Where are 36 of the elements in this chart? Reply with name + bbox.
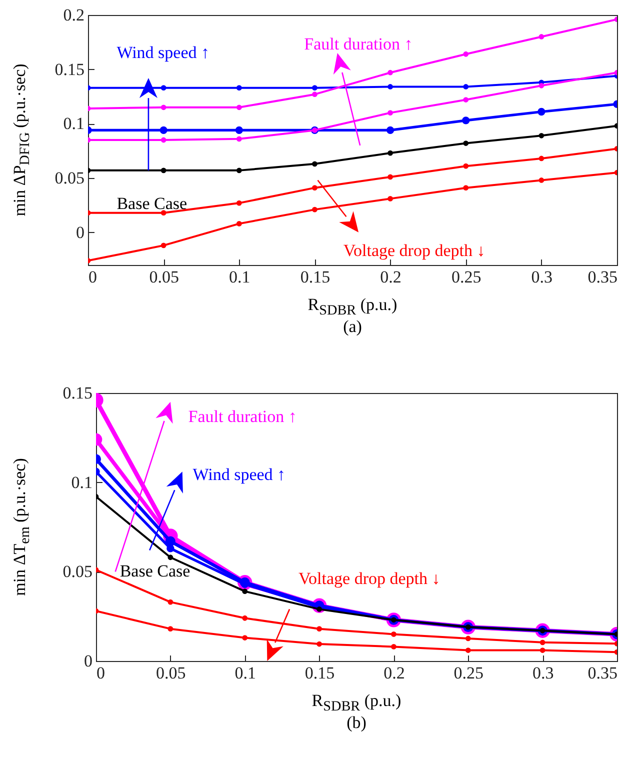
annotation: Voltage drop depth ↓ [298, 568, 440, 588]
x-tick-label: 0.15 [304, 664, 335, 682]
annotation: Base Case [116, 194, 188, 214]
x-tick-label: 0.05 [149, 268, 179, 286]
x-tick-label: 0.15 [300, 268, 330, 286]
x-tick-label: 0.3 [531, 268, 553, 286]
x-tick-label: 0.2 [384, 664, 405, 682]
y-tick-label: 0.15 [62, 384, 92, 402]
y-tick-label: 0.15 [54, 60, 84, 79]
y-tick-label: 0.1 [71, 472, 92, 492]
text: (b) [346, 713, 366, 733]
annotation: Base Case [120, 562, 190, 581]
x-tick-label: 0.1 [229, 268, 250, 286]
y-tick-label: 0 [76, 222, 84, 242]
y-tick-label: 0 [84, 652, 92, 670]
x-tick-label: 0 [96, 664, 105, 682]
y-tick-label: 0.1 [63, 114, 84, 134]
y-tick-label: 0.2 [63, 6, 84, 24]
annotation: Wind speed ↑ [192, 465, 286, 484]
y-tick-label: 0.05 [54, 168, 84, 188]
annotation: Fault duration ↑ [304, 34, 413, 54]
annotation: Fault duration ↑ [188, 407, 297, 426]
annotation: Voltage drop depth ↓ [343, 240, 486, 260]
x-tick-label: 0.2 [380, 268, 402, 286]
x-tick-label: 0.35 [588, 664, 618, 682]
text: (a) [343, 317, 362, 337]
x-tick-label: 0.3 [532, 664, 554, 682]
x-tick-label: 0.25 [454, 664, 484, 682]
x-tick-label: 0.35 [588, 268, 618, 286]
x-tick-label: 0.25 [451, 268, 482, 286]
x-tick-label: 0.05 [156, 664, 186, 682]
x-tick-label: 0.1 [234, 664, 256, 682]
x-axis-title: R$_{SDBR}$ (p.u.) [308, 295, 398, 318]
annotation: Wind speed ↑ [116, 43, 210, 62]
x-axis-title: R$_{SDBR}$ (p.u.) [312, 691, 402, 714]
y-tick-label: 0.05 [62, 562, 92, 582]
